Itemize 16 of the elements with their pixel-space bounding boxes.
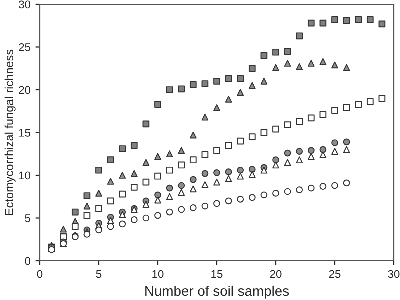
y-tick-label: 30 [19,0,31,9]
x-tick-label: 5 [96,270,102,278]
y-tick-label: 15 [19,129,31,137]
x-tick-label: 20 [270,270,282,278]
y-tick-label: 25 [19,44,31,52]
x-tick-label: 0 [37,270,43,278]
x-tick-label: 15 [212,270,223,278]
y-tick-label: 20 [19,86,31,94]
x-tick-label: 25 [329,270,341,278]
x-axis-title: Number of soil samples [146,286,290,299]
y-tick-label: 5 [25,214,31,222]
y-tick-label: 10 [19,172,31,180]
y-axis-title: Ectomycorrhizal fungal richness [4,50,16,216]
x-tick-label: 10 [152,270,164,278]
x-tick-label: 30 [388,270,400,278]
y-tick-label: 0 [25,257,31,266]
